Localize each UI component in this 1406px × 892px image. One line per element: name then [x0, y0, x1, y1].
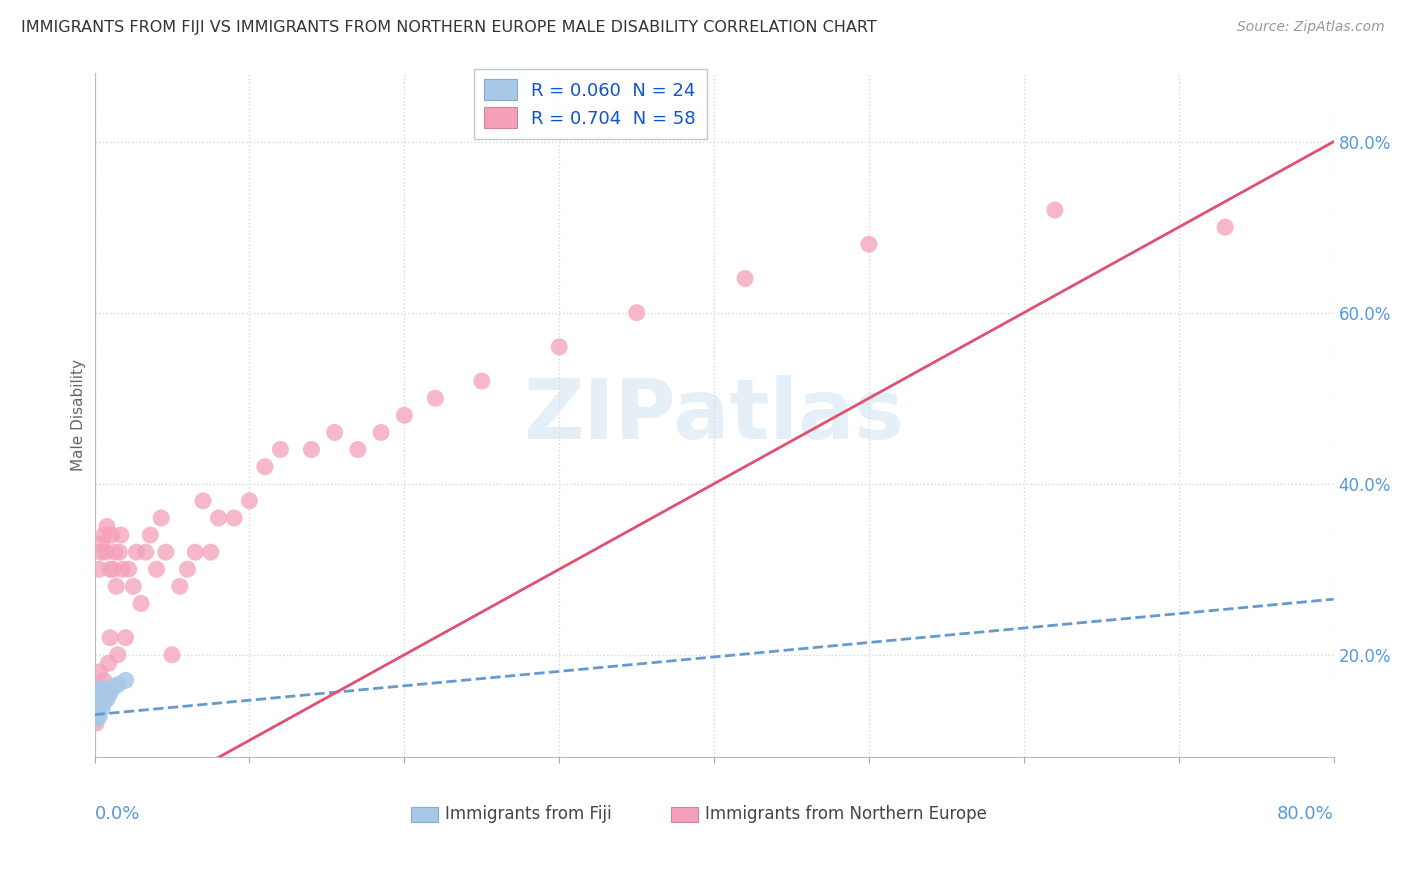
Point	[101, 562, 124, 576]
Point	[548, 340, 571, 354]
Point	[114, 631, 136, 645]
Point	[98, 562, 121, 576]
Point	[89, 665, 111, 679]
Text: IMMIGRANTS FROM FIJI VS IMMIGRANTS FROM NORTHERN EUROPE MALE DISABILITY CORRELAT: IMMIGRANTS FROM FIJI VS IMMIGRANTS FROM …	[21, 20, 877, 35]
Point	[89, 686, 111, 700]
Point	[86, 681, 108, 696]
Point	[101, 680, 124, 694]
Point	[858, 237, 880, 252]
Point	[122, 579, 145, 593]
Point	[86, 699, 108, 714]
Point	[84, 707, 107, 722]
Point	[114, 673, 136, 688]
Point	[107, 648, 129, 662]
Point	[160, 648, 183, 662]
Point	[84, 699, 107, 714]
Text: Source: ZipAtlas.com: Source: ZipAtlas.com	[1237, 20, 1385, 34]
Point	[108, 545, 131, 559]
Point	[111, 562, 134, 576]
Point	[1213, 220, 1236, 235]
Point	[176, 562, 198, 576]
Point	[96, 519, 118, 533]
Point	[207, 511, 229, 525]
Point	[93, 681, 115, 696]
Point	[370, 425, 392, 440]
Point	[347, 442, 370, 457]
Point	[253, 459, 276, 474]
Point	[86, 690, 108, 705]
Point	[222, 511, 245, 525]
Point	[86, 695, 108, 709]
Point	[84, 716, 107, 731]
Point	[96, 692, 118, 706]
Text: ZIPatlas: ZIPatlas	[523, 375, 904, 456]
Point	[90, 545, 112, 559]
Point	[425, 391, 447, 405]
Point	[129, 597, 152, 611]
Point	[107, 678, 129, 692]
Point	[89, 562, 111, 576]
Point	[86, 706, 108, 720]
Point	[91, 681, 114, 696]
Point	[98, 686, 121, 700]
Point	[90, 681, 112, 696]
Point	[200, 545, 222, 559]
Point	[155, 545, 177, 559]
Text: Immigrants from Northern Europe: Immigrants from Northern Europe	[706, 805, 987, 823]
Point	[84, 712, 107, 726]
Y-axis label: Male Disability: Male Disability	[72, 359, 86, 471]
Text: Immigrants from Fiji: Immigrants from Fiji	[446, 805, 612, 823]
Point	[94, 545, 117, 559]
Point	[471, 374, 494, 388]
Point	[135, 545, 157, 559]
Point	[84, 703, 107, 717]
Point	[100, 528, 122, 542]
Point	[97, 683, 120, 698]
Point	[97, 657, 120, 671]
Point	[110, 528, 132, 542]
Point	[89, 709, 111, 723]
Point	[93, 673, 115, 688]
Point	[90, 692, 112, 706]
Legend: R = 0.060  N = 24, R = 0.704  N = 58: R = 0.060 N = 24, R = 0.704 N = 58	[474, 69, 707, 139]
Point	[91, 700, 114, 714]
Point	[734, 271, 756, 285]
Point	[91, 536, 114, 550]
Point	[169, 579, 191, 593]
Point	[191, 493, 214, 508]
Point	[1043, 202, 1066, 217]
Point	[98, 631, 121, 645]
Point	[394, 409, 416, 423]
Text: 0.0%: 0.0%	[94, 805, 141, 823]
Bar	[671, 807, 697, 822]
Point	[93, 528, 115, 542]
Point	[105, 579, 128, 593]
Point	[299, 442, 322, 457]
Point	[150, 511, 173, 525]
Point	[93, 695, 115, 709]
Point	[94, 690, 117, 705]
Point	[626, 306, 648, 320]
Point	[125, 545, 148, 559]
Bar	[411, 807, 437, 822]
Point	[89, 698, 111, 712]
Text: 80.0%: 80.0%	[1277, 805, 1334, 823]
Point	[269, 442, 291, 457]
Point	[104, 545, 127, 559]
Point	[323, 425, 346, 440]
Point	[117, 562, 139, 576]
Point	[139, 528, 162, 542]
Point	[145, 562, 167, 576]
Point	[91, 689, 114, 703]
Point	[86, 700, 108, 714]
Point	[90, 690, 112, 705]
Point	[238, 493, 260, 508]
Point	[184, 545, 207, 559]
